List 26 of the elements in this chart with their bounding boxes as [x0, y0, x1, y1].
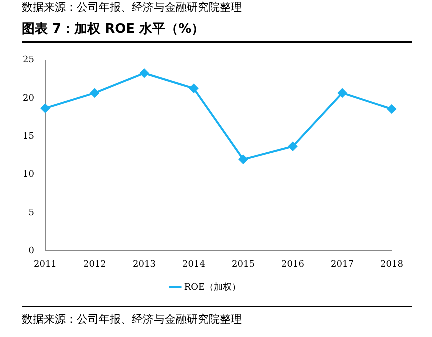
y-tick-label: 15: [23, 132, 35, 142]
x-tick-label: 2012: [84, 260, 106, 270]
x-tick-label: 2014: [182, 260, 206, 270]
source-note: 数据来源：公司年报、经济与金融研究院整理: [22, 0, 242, 15]
x-tick-label: 2013: [133, 260, 156, 270]
x-tick-label: 2017: [331, 260, 354, 270]
y-tick-label: 25: [23, 56, 35, 66]
point: [189, 84, 198, 94]
x-tick-label: 2011: [34, 260, 57, 270]
point: [140, 68, 149, 78]
point: [40, 104, 50, 113]
point: [288, 142, 298, 152]
y-tick-label: 10: [23, 170, 35, 180]
point: [90, 88, 100, 98]
x-tick-label: 2018: [380, 260, 404, 270]
y-tick-label: 5: [28, 208, 35, 218]
chart-title: 图表 7：加权 ROE 水平（%）: [22, 20, 412, 43]
y-tick-label: 20: [23, 94, 35, 104]
x-tick-label: 2016: [282, 260, 305, 270]
point: [338, 88, 347, 98]
x-tick-label: 2015: [232, 260, 256, 270]
source-note: 数据来源：公司年报、经济与金融研究院整理: [22, 312, 242, 327]
legend-label: ROE（加权）: [184, 282, 242, 293]
point: [388, 104, 396, 114]
y-tick-label: 0: [28, 246, 35, 257]
point: [238, 155, 248, 164]
